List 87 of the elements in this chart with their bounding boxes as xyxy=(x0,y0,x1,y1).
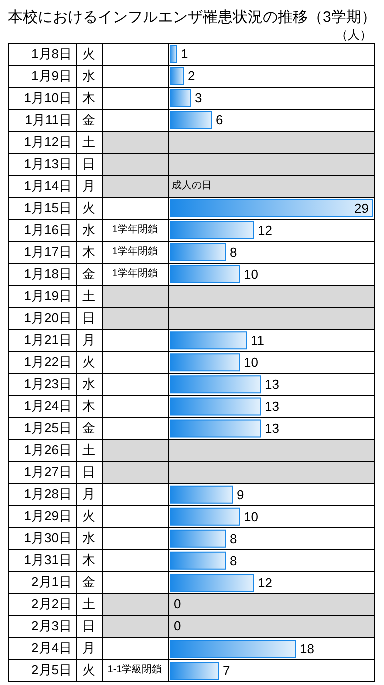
y2-tick-label: 金 xyxy=(82,266,96,282)
y2-tick-label: 火 xyxy=(82,662,96,678)
data-label: 13 xyxy=(265,399,280,414)
y2-tick-label: 土 xyxy=(82,596,96,612)
y2-tick-label: 水 xyxy=(82,222,96,238)
data-label: 6 xyxy=(216,112,224,128)
data-label: 3 xyxy=(195,90,202,106)
y-tick-label: 1月20日 xyxy=(24,310,72,326)
y-tick-label: 2月4日 xyxy=(32,640,72,656)
y-tick-label: 2月5日 xyxy=(32,662,72,678)
text: 1-1学級閉鎖 xyxy=(108,664,162,676)
y-tick-label: 1月30日 xyxy=(24,530,72,546)
data-label: 7 xyxy=(223,664,230,679)
data-label: 8 xyxy=(230,553,238,568)
data-label: 10 xyxy=(244,509,258,524)
data-label: 0 xyxy=(174,596,182,612)
y2-tick-label: 日 xyxy=(82,618,96,634)
data-label: 12 xyxy=(258,222,272,238)
data-label: 0 xyxy=(174,618,182,634)
y-tick-label: 1月9日 xyxy=(32,68,72,84)
data-label: 1 xyxy=(181,46,188,62)
data-label: 10 xyxy=(244,355,258,370)
data-label: 18 xyxy=(300,642,314,657)
y-tick-label: 1月11日 xyxy=(25,112,72,128)
y-tick-label: 1月16日 xyxy=(24,222,72,238)
y2-tick-label: 火 xyxy=(82,354,96,370)
y2-tick-label: 火 xyxy=(82,508,96,524)
y2-tick-label: 金 xyxy=(82,112,96,128)
y-tick-label: 2月2日 xyxy=(32,596,72,612)
y2-tick-label: 日 xyxy=(82,156,96,172)
y2-tick-label: 木 xyxy=(82,244,96,260)
y2-tick-label: 月 xyxy=(82,486,96,502)
data-label: 8 xyxy=(230,244,238,260)
y-tick-label: 1月23日 xyxy=(24,376,72,392)
y-tick-label: 1月25日 xyxy=(24,420,72,436)
data-label: 12 xyxy=(258,575,272,590)
y-tick-label: 1月10日 xyxy=(24,90,72,106)
y2-tick-label: 木 xyxy=(82,552,96,568)
y-tick-label: 1月13日 xyxy=(24,156,72,172)
y2-tick-label: 月 xyxy=(82,332,96,348)
y-tick-label: 2月1日 xyxy=(32,574,72,590)
chart-title: 本校におけるインフルエンザ罹患状況の推移（3学期） xyxy=(8,8,376,27)
text: 1学年閉鎖 xyxy=(112,224,158,236)
y2-tick-label: 日 xyxy=(82,310,96,326)
y2-tick-label: 月 xyxy=(82,178,96,194)
y2-tick-label: 土 xyxy=(82,288,96,304)
y2-tick-label: 水 xyxy=(82,376,96,392)
data-label: 13 xyxy=(265,421,280,436)
data-label: 9 xyxy=(237,487,244,502)
y2-tick-label: 水 xyxy=(82,530,96,546)
y2-tick-label: 土 xyxy=(82,134,96,150)
y-tick-label: 1月27日 xyxy=(24,464,72,480)
y-tick-label: 2月3日 xyxy=(32,618,72,634)
y2-tick-label: 水 xyxy=(82,68,96,84)
y-tick-label: 1月31日 xyxy=(24,552,72,568)
data-label: 8 xyxy=(230,531,238,546)
data-label: 11 xyxy=(251,333,264,348)
y2-tick-label: 木 xyxy=(82,90,96,106)
x-axis-title: （人） xyxy=(335,27,373,43)
y-tick-label: 1月12日 xyxy=(24,134,72,150)
y-tick-label: 1月8日 xyxy=(32,46,72,62)
y-tick-label: 1月15日 xyxy=(24,200,72,216)
y-tick-label: 1月21日 xyxy=(24,332,72,348)
y-tick-label: 1月29日 xyxy=(24,508,72,524)
data-label: 29 xyxy=(354,200,369,216)
y-tick-label: 1月18日 xyxy=(24,266,72,282)
annotation: 成人の日 xyxy=(172,180,212,192)
y2-tick-label: 火 xyxy=(82,46,96,62)
y-tick-label: 1月28日 xyxy=(24,486,72,502)
y-tick-label: 1月22日 xyxy=(24,354,72,370)
data-label: 13 xyxy=(265,377,280,392)
data-label: 2 xyxy=(188,68,196,84)
y-tick-label: 1月17日 xyxy=(24,244,72,260)
data-label: 10 xyxy=(244,266,258,282)
y2-tick-label: 日 xyxy=(82,464,96,480)
y2-tick-label: 木 xyxy=(82,398,96,414)
text: 1学年閉鎖 xyxy=(112,268,158,280)
y2-tick-label: 金 xyxy=(82,420,96,436)
y2-tick-label: 金 xyxy=(82,574,96,590)
y-tick-label: 1月26日 xyxy=(24,442,72,458)
y-tick-label: 1月14日 xyxy=(24,178,72,194)
y2-tick-label: 月 xyxy=(82,640,96,656)
y2-tick-label: 火 xyxy=(82,200,96,216)
y-tick-label: 1月24日 xyxy=(24,398,72,414)
y2-tick-label: 土 xyxy=(82,442,96,458)
text: 1学年閉鎖 xyxy=(112,246,158,258)
y-tick-label: 1月19日 xyxy=(24,288,72,304)
